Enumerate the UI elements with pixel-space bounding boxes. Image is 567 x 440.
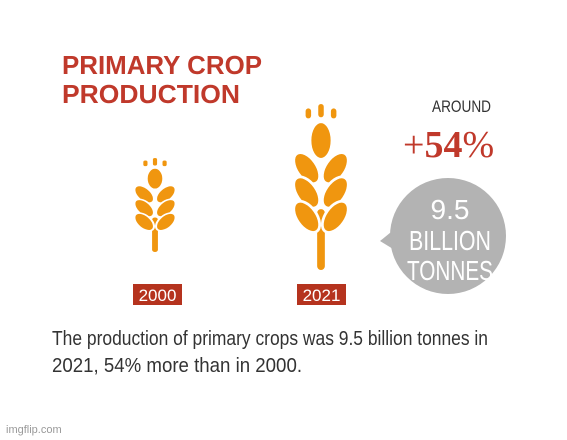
bubble-text: BILLION	[409, 225, 491, 256]
bubble	[390, 178, 506, 294]
year-box	[297, 284, 346, 305]
highlight-unit: %	[462, 124, 494, 166]
title-line: PRIMARY CROP	[62, 50, 262, 80]
wheat-icon-large	[288, 104, 354, 270]
highlight-sign: +	[403, 124, 424, 166]
caption-line: 2021, 54% more than in 2000.	[52, 355, 302, 377]
bubble-text: 9.5	[431, 194, 470, 225]
year-box	[133, 284, 182, 305]
title-line: PRODUCTION	[62, 79, 240, 109]
watermark: imgflip.com	[6, 424, 62, 436]
year-label: 2000	[139, 286, 177, 305]
highlight-value: 54	[424, 124, 462, 166]
highlight-figure: +54%	[403, 124, 494, 166]
bubble-text: TONNES	[407, 255, 493, 286]
highlight-label: AROUND	[432, 97, 491, 116]
caption-line: The production of primary crops was 9.5 …	[52, 328, 488, 350]
wheat-icon-small	[130, 158, 180, 252]
year-label: 2021	[303, 286, 341, 305]
